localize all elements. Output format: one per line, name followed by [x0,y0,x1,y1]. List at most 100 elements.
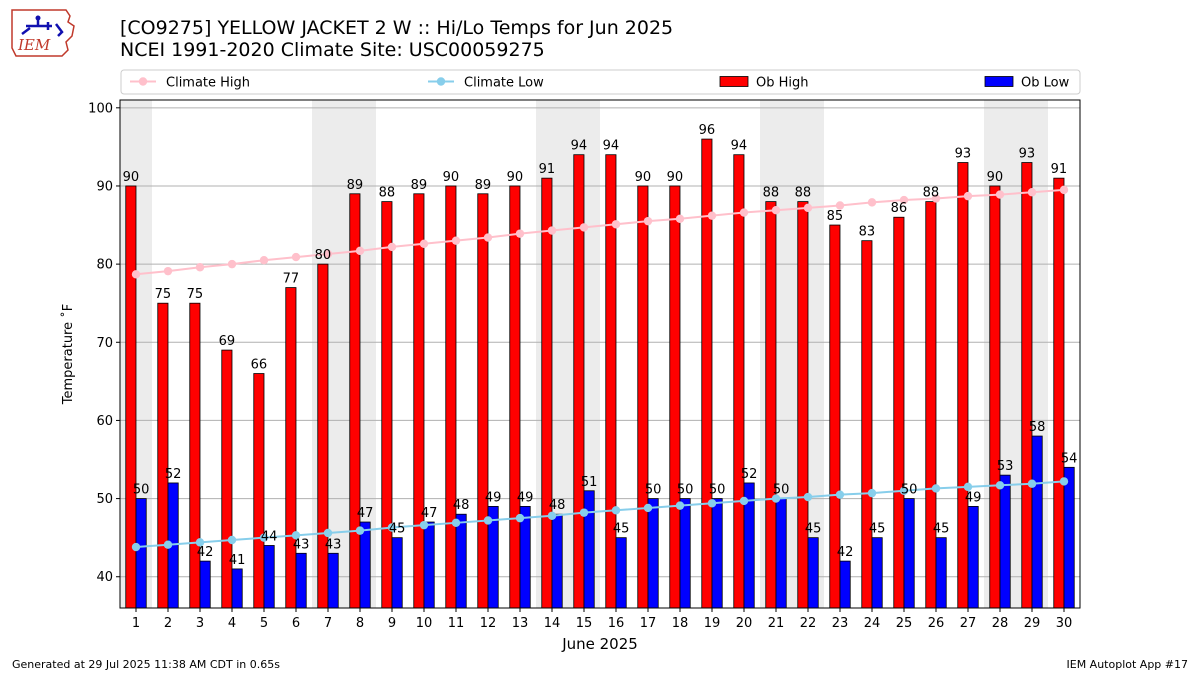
y-tick-label: 50 [96,492,113,507]
x-tick-label: 18 [672,616,689,631]
x-tick-label: 29 [1024,616,1041,631]
x-tick-label: 14 [544,616,561,631]
ob-high-bar [701,138,713,609]
climate-low-point [931,484,941,493]
legend-label: Climate High [166,76,250,91]
ob-low-bar [711,498,723,609]
legend-label: Ob Low [1021,76,1070,91]
ob-low-value-label: 49 [485,490,502,505]
x-tick-label: 22 [800,616,817,631]
x-tick-label: 2 [164,616,172,631]
grid-lines [120,107,1080,578]
ob-low-value-label: 52 [741,467,758,482]
climate-high-point [259,256,269,265]
climate-low-point [259,533,269,542]
chart-subtitle: NCEI 1991-2020 Climate Site: USC00059275 [120,39,545,61]
ob-high-value-label: 96 [699,123,716,138]
ob-low-bar [551,513,563,609]
ob-low-bar [935,537,947,609]
y-tick-label: 60 [96,414,113,429]
climate-low-point [803,492,813,502]
ob-low-bar [999,474,1011,609]
ob-low-bar [455,513,467,609]
ob-high-value-label: 93 [1019,147,1036,162]
climate-high-point [835,201,845,210]
x-tick-label: 23 [832,616,849,631]
climate-low-point [771,494,781,503]
ob-high-value-label: 90 [123,170,140,185]
ob-low-value-label: 54 [1061,451,1078,466]
climate-high-point [195,263,205,272]
ob-low-value-label: 45 [613,522,630,537]
climate-high-point [579,223,589,232]
ob-high-bar [541,177,553,609]
y-tick-label: 100 [88,101,113,116]
ob-high-bar [477,193,489,609]
climate-low-point [323,528,333,538]
ob-high-value-label: 90 [443,170,460,185]
ob-high-value-label: 94 [571,139,588,154]
x-tick-label: 20 [736,616,753,631]
climate-high-point [867,198,877,207]
ob-low-value-label: 45 [933,522,950,537]
ob-high-value-label: 88 [763,186,780,201]
climate-high-point [995,190,1005,199]
ob-high-bar [317,263,329,609]
ob-low-bar [583,490,595,609]
climate-low-point [387,523,397,532]
climate-high-point [1027,188,1037,197]
ob-high-bar [925,201,937,609]
ob-high-value-label: 77 [283,272,300,287]
climate-low-point [451,518,461,528]
chart-title: [CO9275] YELLOW JACKET 2 W :: Hi/Lo Temp… [120,17,674,39]
climate-low-point [899,486,909,495]
climate-high-point [675,214,685,223]
climate-low-point [675,501,685,510]
ob-low-bar [391,537,403,609]
ob-low-bar [423,521,435,609]
ob-low-bar [871,537,883,609]
logo-text: IEM [17,36,51,54]
ob-high-bar [509,185,521,609]
climate-high-point [419,239,429,249]
climate-high-point [355,246,365,256]
ob-high-value-label: 88 [923,186,940,201]
ob-high-bar [573,154,585,609]
climate-low-point [227,535,237,545]
climate-low-point [1059,477,1069,486]
ob-low-value-label: 43 [325,537,342,552]
climate-low-point [963,482,973,492]
ob-high-value-label: 88 [379,186,396,201]
x-tick-label: 5 [260,616,268,631]
ob-low-bar [263,545,275,609]
ob-high-bar [733,154,745,609]
climate-high-point [643,216,653,226]
climate-high-point [163,266,173,276]
y-tick-label: 80 [96,258,113,273]
x-tick-label: 4 [228,616,236,631]
climate-high-point [387,242,397,252]
ob-low-bar [327,552,339,609]
ob-low-value-label: 42 [837,545,854,560]
ob-high-bar [957,162,969,609]
climate-high-point [483,233,493,242]
x-tick-label: 19 [704,616,721,631]
ob-low-bar [807,537,819,609]
ob-high-value-label: 66 [251,358,268,373]
ob-high-value-label: 94 [603,139,620,154]
ob-low-bar [199,560,211,609]
ob-high-bar [669,185,681,609]
y-tick-label: 70 [96,336,113,351]
x-tick-label: 7 [324,616,332,631]
climate-high-point [1059,185,1069,195]
ob-low-value-label: 53 [997,459,1014,474]
ob-high-value-label: 90 [987,170,1004,185]
ob-high-bar [285,287,297,609]
climate-high-point [963,191,973,201]
x-tick-label: 16 [608,616,625,631]
x-tick-label: 30 [1056,616,1073,631]
ob-high-bar [893,216,905,609]
ob-low-value-label: 50 [709,483,726,498]
ob-low-value-label: 47 [421,506,438,521]
